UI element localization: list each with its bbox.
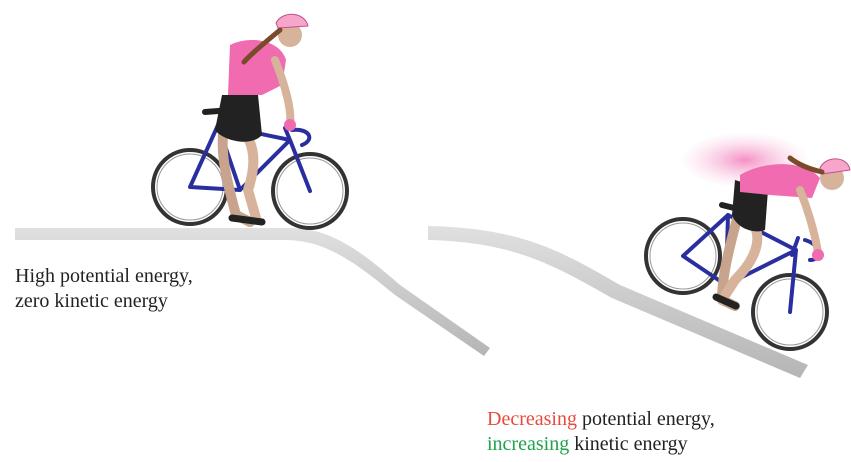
caption: High potential energy, zero kinetic ener… <box>15 264 193 314</box>
caption-line: High potential energy, <box>15 264 193 289</box>
highlight: Decreasing <box>487 408 577 430</box>
page: High potential energy, zero kinetic ener… <box>0 0 851 462</box>
cyclist <box>153 14 347 228</box>
highlight: increasing <box>487 433 569 455</box>
illustration <box>0 0 851 462</box>
caption-line: zero kinetic energy <box>15 289 193 314</box>
caption-text: potential energy, <box>582 408 715 430</box>
caption-text: kinetic energy <box>574 433 687 455</box>
